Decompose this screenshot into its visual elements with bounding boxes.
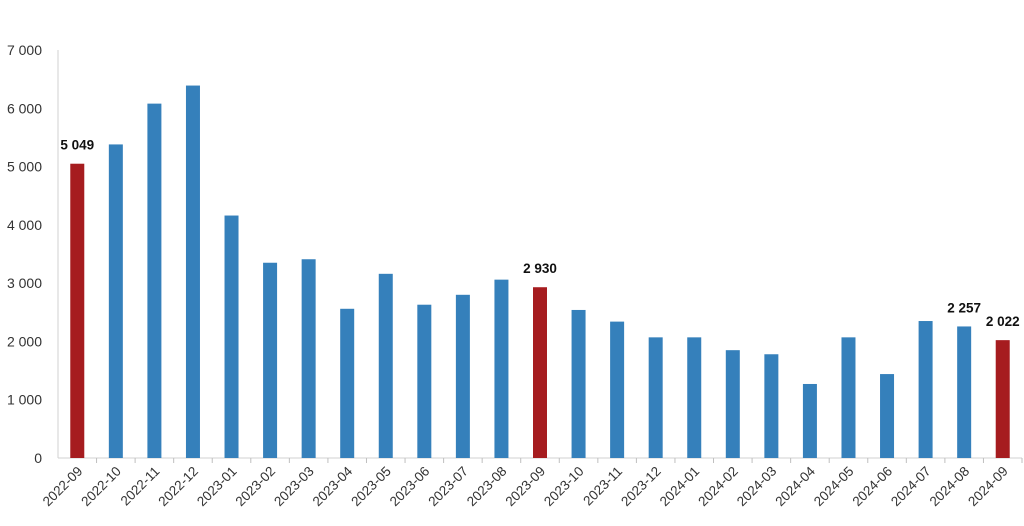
bar-series bbox=[70, 85, 1010, 458]
bar-2022-11 bbox=[147, 103, 162, 458]
x-tick-label: 2024-06 bbox=[850, 464, 896, 510]
data-label-2022-09: 5 049 bbox=[60, 138, 94, 153]
bar-2024-01 bbox=[687, 337, 702, 458]
bar-2023-02 bbox=[263, 262, 278, 458]
x-tick-label: 2022-11 bbox=[118, 464, 163, 509]
x-tick-label: 2023-08 bbox=[464, 464, 510, 510]
bar-2023-08 bbox=[494, 279, 509, 458]
x-tick-label: 2022-10 bbox=[78, 464, 124, 510]
x-tick-label: 2023-12 bbox=[618, 464, 664, 510]
bar-2024-03 bbox=[764, 354, 779, 458]
bar-2023-09 bbox=[533, 287, 547, 458]
x-tick-label: 2023-01 bbox=[194, 464, 240, 510]
y-tick-label: 7 000 bbox=[7, 42, 42, 58]
bar-2024-07 bbox=[918, 321, 933, 458]
x-tick-label: 2023-10 bbox=[541, 464, 587, 510]
x-tick-label: 2023-11 bbox=[580, 464, 625, 509]
data-label-2024-08: 2 257 bbox=[947, 300, 981, 315]
x-tick-label: 2023-06 bbox=[387, 464, 433, 510]
bar-2023-04 bbox=[340, 308, 355, 458]
x-tick-label: 2023-09 bbox=[502, 464, 548, 510]
bar-2024-08 bbox=[957, 326, 972, 458]
y-tick-label: 1 000 bbox=[7, 392, 42, 408]
y-tick-label: 2 000 bbox=[7, 333, 42, 349]
x-tick-label: 2023-07 bbox=[425, 464, 471, 510]
x-tick-label: 2022-09 bbox=[40, 464, 86, 510]
x-tick-label: 2024-09 bbox=[965, 464, 1011, 510]
x-tick-label: 2022-12 bbox=[155, 464, 201, 510]
x-tick-label: 2024-05 bbox=[811, 464, 857, 510]
data-labels: 5 049 2 930 2 257 2 022 bbox=[60, 138, 1019, 329]
bar-2023-01 bbox=[224, 215, 239, 458]
x-tick-label: 2023-05 bbox=[348, 464, 394, 510]
bar-2023-06 bbox=[417, 304, 432, 458]
y-tick-label: 5 000 bbox=[7, 159, 42, 175]
x-tick-label: 2023-03 bbox=[271, 464, 317, 510]
bar-2022-12 bbox=[185, 85, 200, 458]
x-tick-label: 2024-04 bbox=[772, 463, 818, 509]
bar-2024-04 bbox=[802, 383, 817, 458]
x-tick-label: 2024-07 bbox=[888, 464, 934, 510]
data-label-2023-09: 2 930 bbox=[523, 261, 557, 276]
x-tick-label: 2024-02 bbox=[695, 464, 741, 510]
bar-2023-03 bbox=[301, 259, 316, 458]
y-tick-label: 6 000 bbox=[7, 100, 42, 116]
x-axis: 2022-092022-102022-112022-122023-012023-… bbox=[40, 457, 1023, 510]
y-tick-label: 4 000 bbox=[7, 217, 42, 233]
bar-2022-10 bbox=[108, 144, 123, 458]
bar-2024-09 bbox=[995, 340, 1010, 458]
bar-2024-02 bbox=[725, 350, 740, 458]
bar-2024-05 bbox=[841, 337, 856, 458]
x-tick-label: 2023-02 bbox=[233, 464, 279, 510]
bar-2023-12 bbox=[648, 337, 663, 458]
x-tick-label: 2024-08 bbox=[927, 464, 973, 510]
y-tick-label: 0 bbox=[34, 450, 42, 466]
x-tick-label: 2024-01 bbox=[657, 464, 703, 510]
data-label-2024-09: 2 022 bbox=[986, 314, 1020, 329]
bar-2023-05 bbox=[378, 273, 393, 458]
y-tick-label: 3 000 bbox=[7, 275, 42, 291]
y-axis: 0 1 000 2 000 3 000 4 000 5 000 6 000 7 000 bbox=[7, 42, 59, 466]
bar-2024-06 bbox=[880, 374, 895, 458]
bar-2022-09 bbox=[70, 163, 85, 458]
bar-2023-10 bbox=[571, 309, 586, 458]
x-tick-label: 2023-04 bbox=[310, 463, 356, 509]
bar-2023-11 bbox=[610, 321, 625, 458]
x-tick-label: 2024-03 bbox=[734, 464, 780, 510]
bar-2023-07 bbox=[455, 294, 470, 458]
